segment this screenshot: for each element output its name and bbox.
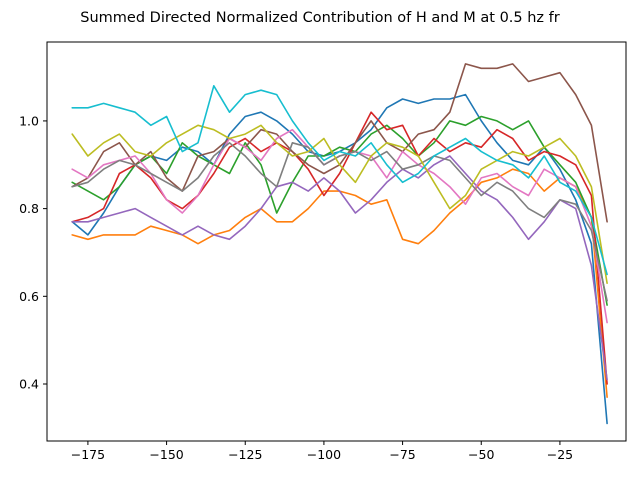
y-tick-label: 0.6: [19, 289, 39, 304]
x-tick-label: −50: [468, 447, 494, 462]
x-tick-label: −75: [389, 447, 415, 462]
y-tick-label: 0.8: [19, 201, 39, 216]
series-line-9: [71, 124, 608, 285]
y-tick-label: 1.0: [19, 113, 39, 128]
series-layer: [71, 63, 608, 425]
series-line-5: [71, 155, 608, 381]
x-tick-label: −25: [547, 447, 573, 462]
series-line-3: [71, 115, 608, 306]
series-line-10: [71, 85, 608, 276]
x-tick-label: −175: [71, 447, 105, 462]
series-line-1: [71, 93, 608, 425]
x-tick-label: −150: [149, 447, 183, 462]
plot-frame: [46, 41, 627, 442]
series-line-6: [71, 63, 608, 223]
chart-title: Summed Directed Normalized Contribution …: [80, 10, 559, 26]
axes-layer: −175 −150 −125 −100 −75 −50 −25 0.4 0.6 0.8 1.0: [19, 41, 627, 462]
series-line-2: [71, 168, 608, 399]
y-tick-label: 0.4: [19, 377, 39, 392]
x-tick-label: −125: [228, 447, 262, 462]
series-line-8: [71, 142, 608, 302]
x-tick-label: −100: [307, 447, 341, 462]
